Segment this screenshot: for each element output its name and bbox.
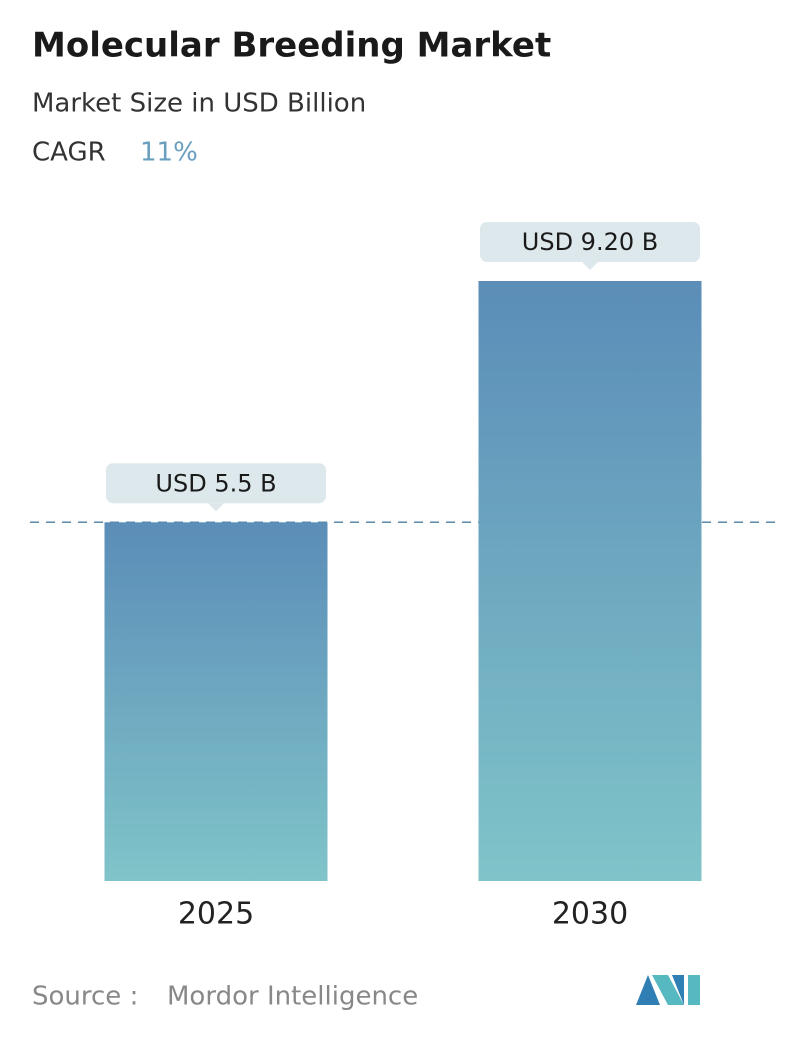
value-label-box [480, 222, 700, 262]
bar [104, 522, 328, 881]
source-label: Source : [32, 982, 138, 1012]
logo [636, 975, 700, 1005]
x-tick-label: 2030 [552, 897, 628, 932]
value-label-pointer [208, 503, 224, 512]
value-label: USD 5.5 B [155, 469, 276, 497]
x-tick-label: 2025 [178, 897, 254, 932]
cagr-value: 11% [140, 138, 198, 168]
chart-subtitle: Market Size in USD Billion [32, 89, 366, 119]
value-label: USD 9.20 B [522, 228, 658, 256]
value-label-pointer [582, 262, 598, 270]
bar [478, 281, 702, 881]
chart-title: Molecular Breeding Market [32, 26, 551, 66]
value-label-box [106, 463, 326, 504]
plot-area: 2025 USD 5.5 B 2030 USD 9.20 B [30, 222, 782, 932]
cagr-label: CAGR [32, 138, 106, 168]
source: Mordor Intelligence [167, 982, 418, 1012]
